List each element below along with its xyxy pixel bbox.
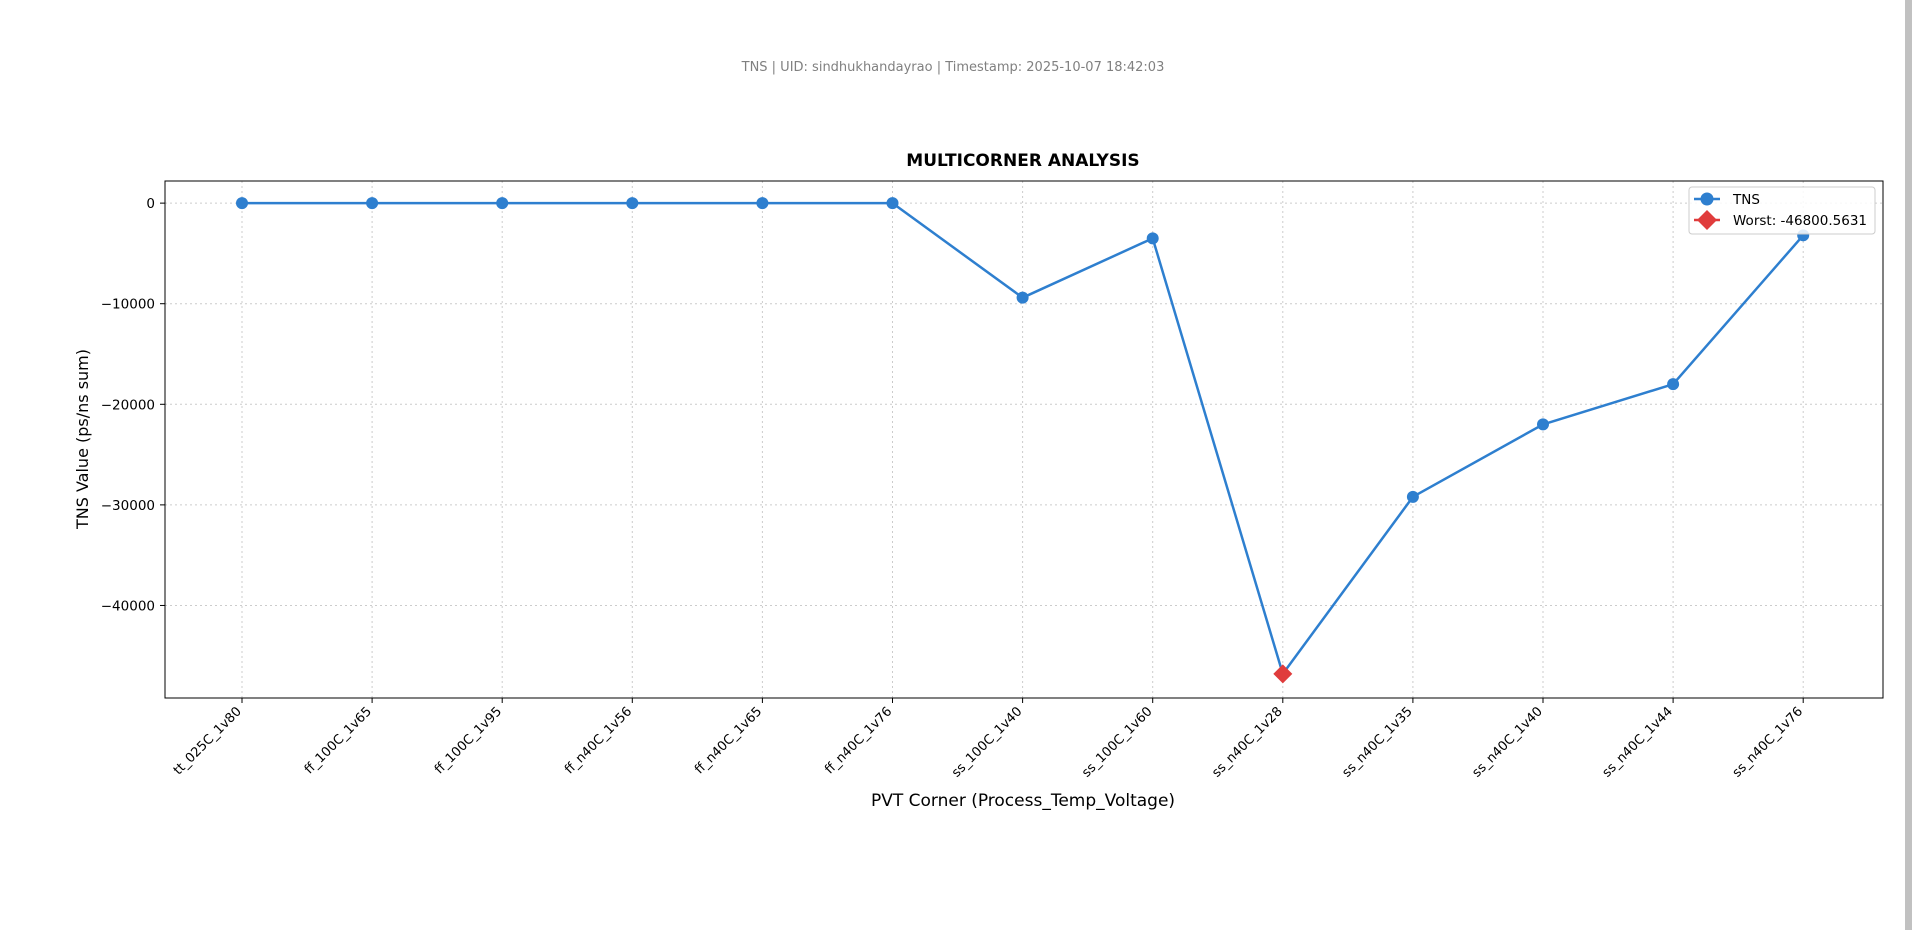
y-axis-label: TNS Value (ps/ns sum)	[73, 349, 92, 530]
legend-label-tns: TNS	[1732, 192, 1760, 208]
y-tick-label: −30000	[101, 498, 155, 514]
y-tick-label: −40000	[101, 598, 155, 614]
x-tick-label: ss_100C_1v60	[1079, 704, 1155, 780]
x-tick-label: ss_n40C_1v28	[1209, 704, 1285, 780]
legend-marker-tns	[1701, 193, 1714, 206]
grid-lines	[165, 181, 1883, 698]
scrollbar-thumb[interactable]	[1905, 0, 1912, 930]
x-tick-label: ff_100C_1v95	[432, 704, 505, 777]
data-point	[1017, 292, 1029, 304]
x-tick-label: ff_100C_1v65	[302, 704, 375, 777]
series-line	[242, 203, 1803, 674]
plot-area	[165, 181, 1883, 698]
x-tick-label: ss_n40C_1v35	[1339, 704, 1415, 780]
data-point	[1667, 378, 1679, 390]
data-point	[236, 197, 248, 209]
x-tick-label: ff_n40C_1v56	[562, 704, 635, 777]
data-point	[1407, 491, 1419, 503]
data-point	[366, 197, 378, 209]
y-tick-label: −10000	[101, 297, 155, 313]
chart-title: MULTICORNER ANALYSIS	[906, 151, 1139, 171]
data-point	[756, 197, 768, 209]
legend-label-worst: Worst: -46800.5631	[1733, 213, 1867, 229]
x-axis-label: PVT Corner (Process_Temp_Voltage)	[871, 791, 1175, 811]
y-tick-label: 0	[146, 196, 155, 212]
legend: TNS Worst: -46800.5631	[1689, 187, 1875, 234]
x-tick-label: ff_n40C_1v65	[692, 704, 765, 777]
series-tns	[236, 197, 1809, 683]
x-tick-label: ss_n40C_1v44	[1600, 704, 1676, 780]
y-axis: 0 −10000 −20000 −30000 −40000	[101, 196, 165, 614]
y-tick-label: −20000	[101, 397, 155, 413]
x-axis: tt_025C_1v80 ff_100C_1v65 ff_100C_1v95 ff_n…	[171, 698, 1806, 781]
data-point	[626, 197, 638, 209]
x-tick-label: tt_025C_1v80	[171, 704, 245, 778]
data-point	[496, 197, 508, 209]
worst-marker	[1273, 664, 1292, 683]
data-point	[887, 197, 899, 209]
x-tick-label: ff_n40C_1v76	[822, 704, 895, 777]
x-tick-label: ss_100C_1v40	[949, 704, 1025, 780]
x-tick-label: ss_n40C_1v76	[1730, 704, 1806, 780]
scrollbar[interactable]	[1905, 0, 1912, 930]
data-point	[1537, 418, 1549, 430]
data-point	[1147, 232, 1159, 244]
x-tick-label: ss_n40C_1v40	[1470, 704, 1546, 780]
